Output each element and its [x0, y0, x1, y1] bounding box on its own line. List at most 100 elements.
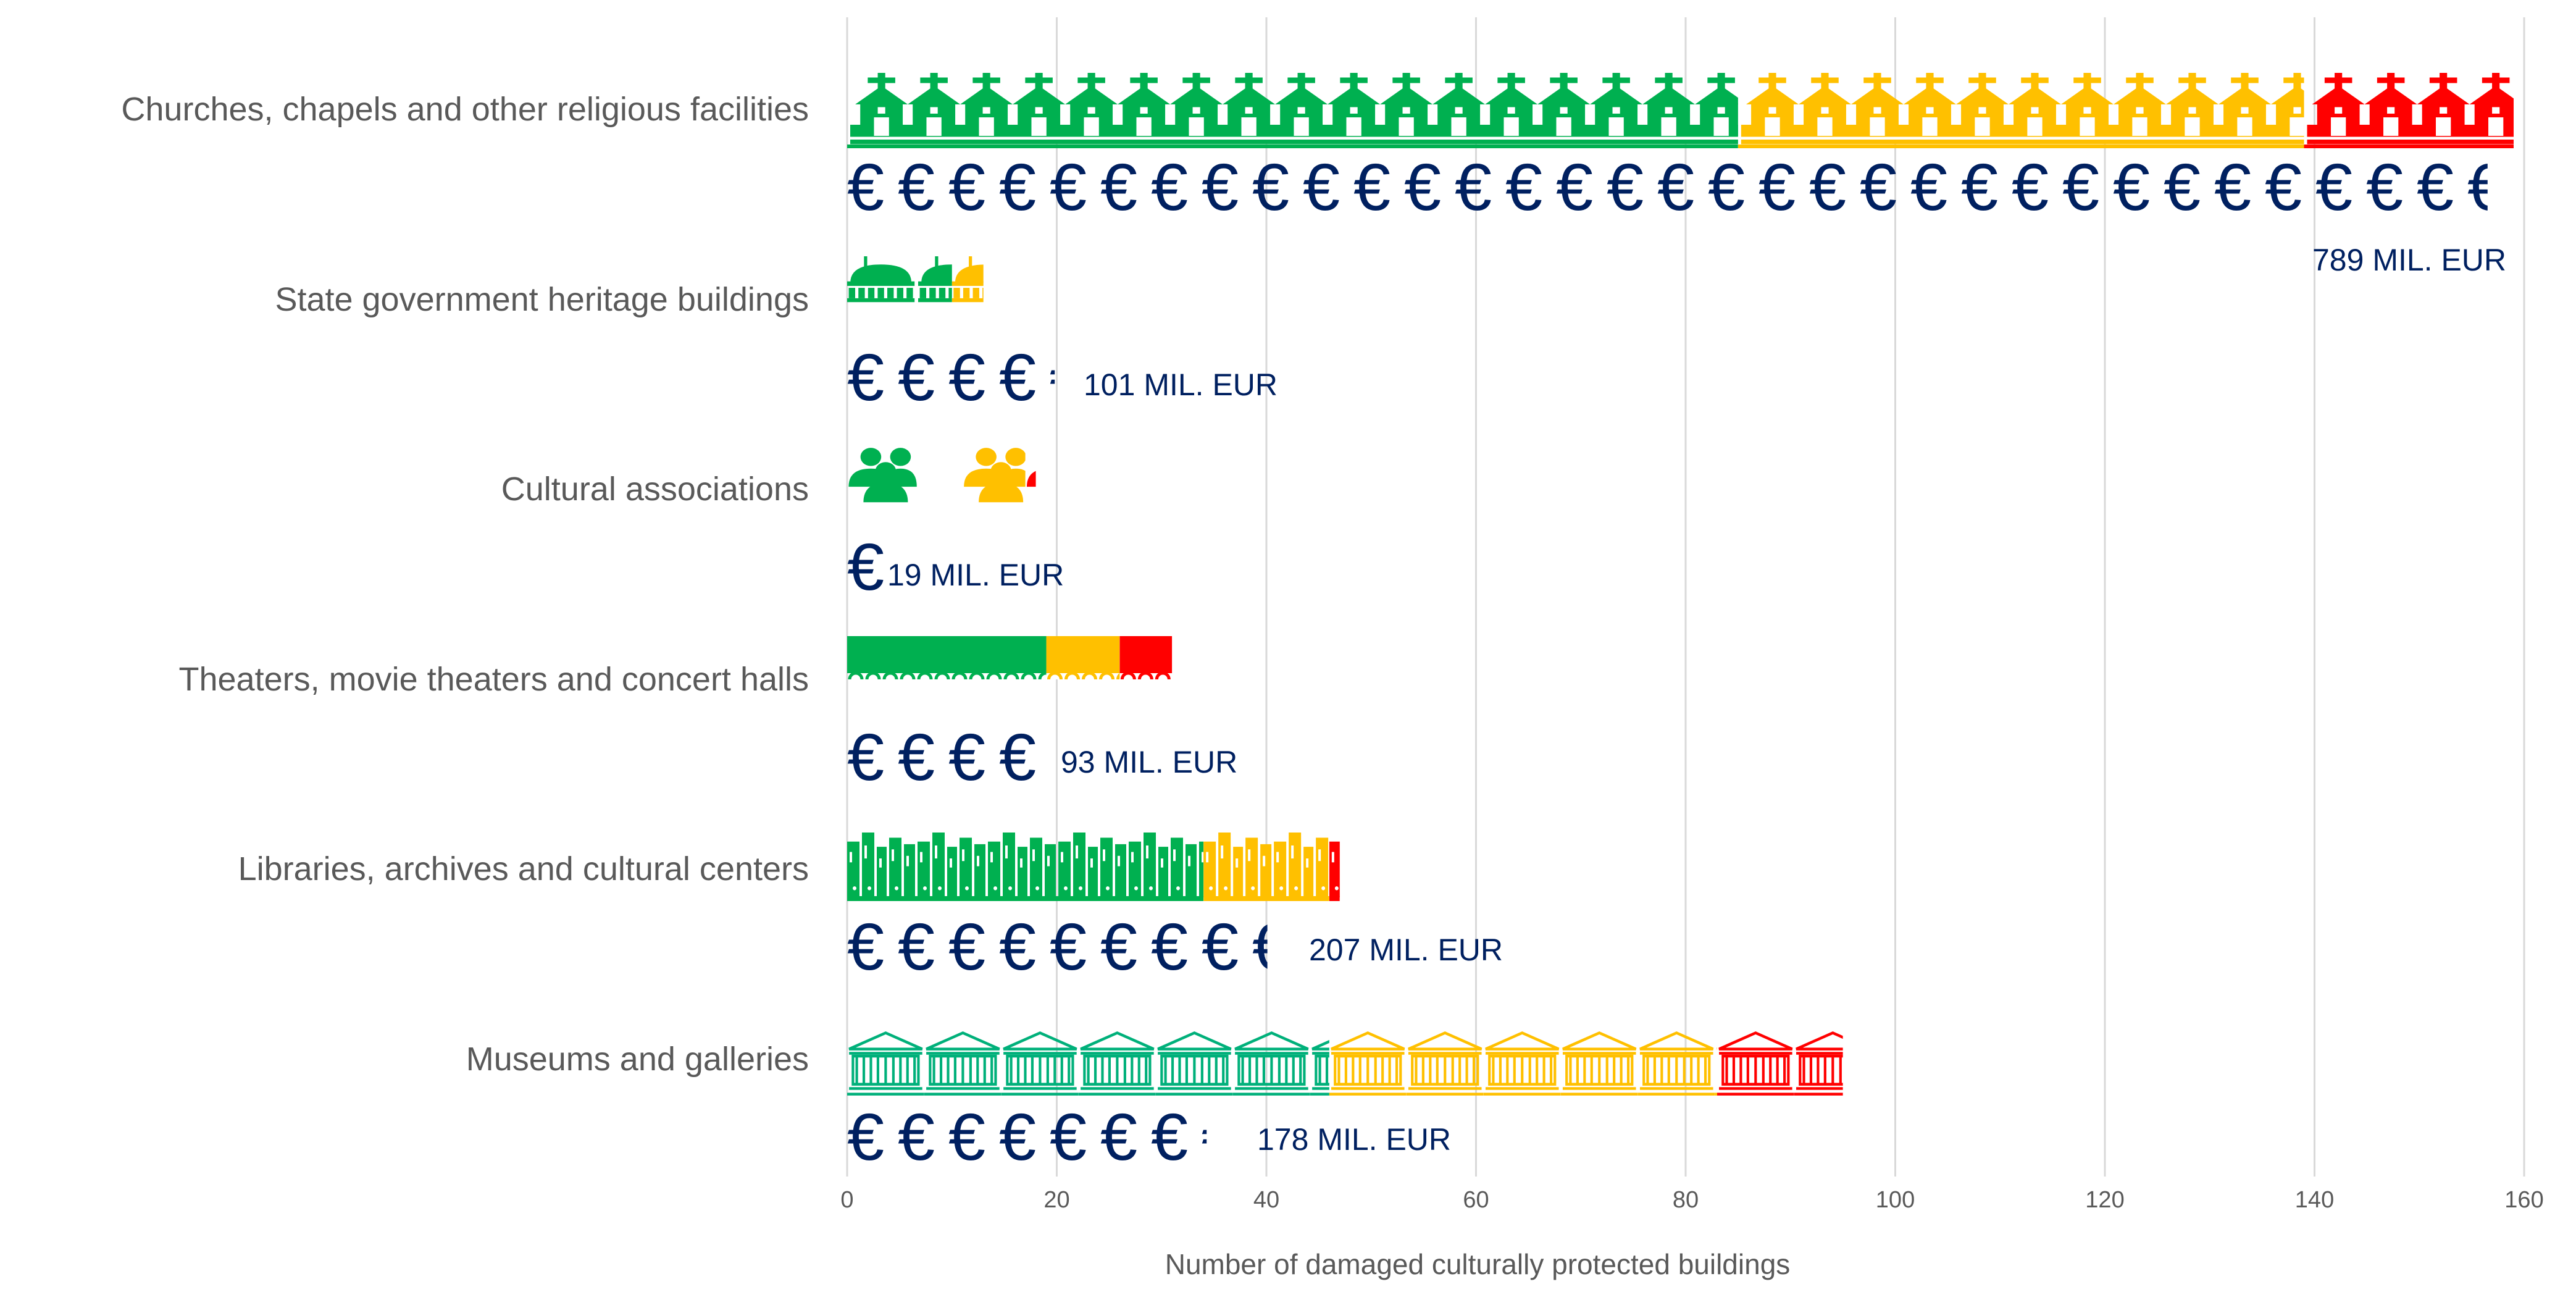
euro-icon: €: [1657, 149, 1694, 224]
euro-icon-partial: €: [1202, 1099, 1239, 1174]
euro-icon: €: [1303, 149, 1340, 224]
euro-icon: €: [999, 909, 1036, 984]
euro-icon: €: [948, 340, 985, 414]
euro-icon: €: [948, 719, 985, 794]
euro-icon-partial: €: [1050, 340, 1087, 414]
euro-icon: €: [898, 719, 935, 794]
euro-icon: €: [1353, 149, 1390, 224]
category-label: Theaters, movie theaters and concert hal…: [178, 661, 809, 698]
x-tick-label: 40: [1253, 1187, 1279, 1213]
euro-icon: €: [1556, 149, 1593, 224]
euro-icon: €: [1505, 149, 1542, 224]
euro-icon: €: [1100, 1099, 1137, 1174]
bar-segment-red: [2304, 73, 2514, 148]
x-tick-label: 140: [2295, 1187, 2334, 1213]
x-tick-label: 0: [840, 1187, 853, 1213]
euro-icon: €: [1758, 149, 1796, 224]
euro-cost-pictogram: € € € € € € € € € € € € € € € € € € € € € € € € € € € € € € € € €: [847, 149, 2504, 224]
euro-icon: €: [999, 1099, 1036, 1174]
euro-icon-partial: €: [999, 719, 1036, 794]
euro-icon: €: [2214, 149, 2251, 224]
euro-icon: €: [847, 340, 884, 414]
euro-icon: €: [2265, 149, 2302, 224]
euro-icon: €: [1202, 909, 1239, 984]
euro-icon: €: [2113, 149, 2150, 224]
bar-segment-green: [847, 1033, 1387, 1094]
euro-icon: €: [1708, 149, 1745, 224]
euro-icon: €: [1050, 149, 1087, 224]
euro-icon: €: [898, 340, 935, 414]
damage-cost-labels: 789 MIL. EUR 101 MIL. EUR 19 MIL. EUR 93…: [887, 243, 2506, 1157]
euro-icon: €: [898, 909, 935, 984]
euro-cost-pictogram: € € € € € € € €: [847, 1099, 1239, 1174]
damage-cost-label: 207 MIL. EUR: [1309, 933, 1503, 967]
x-tick-label: 160: [2504, 1187, 2543, 1213]
euro-icon: €: [1809, 149, 1846, 224]
x-tick-label: 60: [1463, 1187, 1489, 1213]
euro-icon: €: [2062, 149, 2099, 224]
euro-icon: €: [1961, 149, 1998, 224]
bar-segment-green: [847, 636, 1047, 679]
bar-segment-yellow: [1046, 636, 1120, 679]
euro-icon-partial: €: [2467, 149, 2504, 224]
euro-icon: €: [948, 1099, 985, 1174]
x-tick-labels: 0 20 40 60 80 100 120 140 160: [840, 1187, 2543, 1213]
gridlines: [846, 17, 2525, 1177]
bar-segment-green: [847, 833, 1204, 901]
x-tick-label: 120: [2085, 1187, 2124, 1213]
euro-icon: €: [1100, 909, 1137, 984]
bar-segment-red: [1717, 1033, 1871, 1094]
damage-cost-label: 178 MIL. EUR: [1257, 1122, 1451, 1157]
euro-icon: €: [1607, 149, 1644, 224]
damage-cost-label: 19 MIL. EUR: [887, 558, 1064, 592]
category-label: State government heritage buildings: [275, 281, 809, 318]
euro-icon: €: [2164, 149, 2201, 224]
euro-icon-partial: €: [847, 529, 884, 604]
category-label: Libraries, archives and cultural centers: [238, 850, 809, 887]
bar-segment-yellow: [951, 256, 984, 303]
euro-icon: €: [1455, 149, 1492, 224]
bar-segment-green: [848, 448, 917, 503]
damage-cost-label: 101 MIL. EUR: [1084, 367, 1278, 402]
category-label: Churches, chapels and other religious fa…: [121, 91, 809, 128]
bar-segment-yellow: [1203, 833, 1329, 901]
bar-segment-red: [1026, 448, 1036, 503]
category-label: Museums and galleries: [466, 1041, 809, 1078]
euro-icon: €: [1050, 909, 1087, 984]
euro-icon: €: [1151, 1099, 1188, 1174]
euro-icon: €: [1252, 149, 1289, 224]
bar-segment-red: [1329, 833, 1340, 901]
euro-icon: €: [1910, 149, 1947, 224]
bar-segment-yellow: [1738, 73, 2304, 148]
x-tick-label: 20: [1043, 1187, 1069, 1213]
euro-icon-partial: €: [1252, 909, 1289, 984]
euro-icon: €: [1860, 149, 1897, 224]
damage-cost-label: 93 MIL. EUR: [1061, 745, 1237, 779]
euro-cost-pictogram: € € € €: [847, 719, 1036, 794]
euro-icon: €: [948, 149, 985, 224]
damage-cost-label: 789 MIL. EUR: [2312, 243, 2506, 277]
euro-icon: €: [2366, 149, 2403, 224]
category-label: Cultural associations: [501, 471, 809, 508]
x-axis-label: Number of damaged culturally protected b…: [1165, 1248, 1791, 1280]
euro-icon: €: [1151, 149, 1188, 224]
euro-icon: €: [948, 909, 985, 984]
euro-icon: €: [1202, 149, 1239, 224]
euro-icon: €: [999, 149, 1036, 224]
euro-icon: €: [847, 909, 884, 984]
euro-icon: €: [1151, 909, 1188, 984]
euro-icon: €: [847, 149, 884, 224]
bar-segment-red: [1119, 636, 1173, 679]
bar-segment-green: [847, 73, 1738, 148]
euro-icon: €: [847, 1099, 884, 1174]
euro-icon: €: [1050, 1099, 1087, 1174]
euro-cost-pictogram: €: [847, 529, 884, 604]
x-tick-label: 100: [1876, 1187, 1915, 1213]
x-tick-label: 80: [1673, 1187, 1699, 1213]
euro-icon: €: [1100, 149, 1137, 224]
euro-cost-pictogram: € € € € €: [847, 340, 1087, 414]
euro-icon: €: [898, 1099, 935, 1174]
euro-icon: €: [2012, 149, 2049, 224]
category-labels: Churches, chapels and other religious fa…: [121, 91, 809, 1078]
